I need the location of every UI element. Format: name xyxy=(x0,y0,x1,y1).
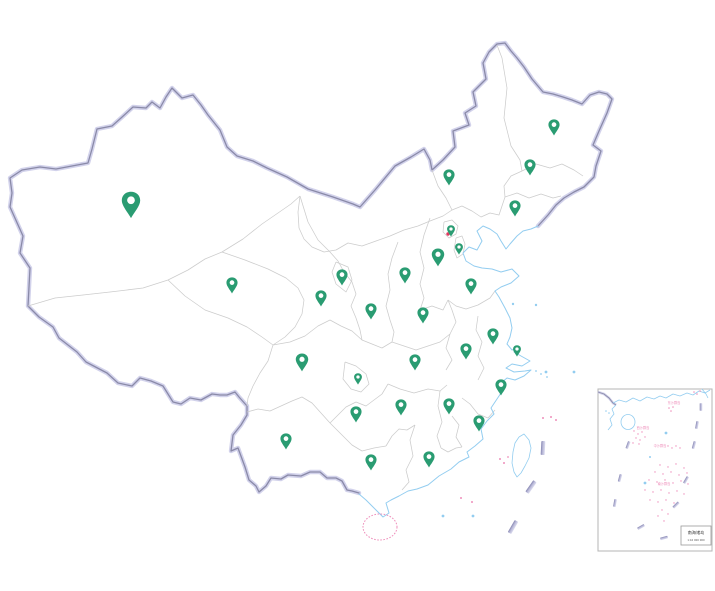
inset-nine-dash-segment xyxy=(695,421,699,429)
location-pin-icon-ningxia[interactable] xyxy=(336,269,348,286)
inset-hainan-outline xyxy=(620,414,636,430)
location-pin-icon-tianjin[interactable] xyxy=(455,243,463,255)
inset-island-label: 中沙群岛 xyxy=(654,443,667,448)
inset-nine-dash-line xyxy=(613,403,703,541)
inset-nine-dash-segment xyxy=(699,403,703,411)
location-pin-icon-heilongjiang[interactable] xyxy=(548,119,560,136)
inset-nine-dash-segment xyxy=(691,441,697,449)
inset-island-label: 东沙群岛 xyxy=(668,400,681,405)
nine-dash-segment xyxy=(508,520,518,534)
location-pin-icon-anhui[interactable] xyxy=(460,343,472,360)
inset-nine-dash-segment xyxy=(660,535,668,541)
hainan-outline xyxy=(362,513,398,541)
location-pins xyxy=(121,119,560,471)
province-borders xyxy=(27,44,584,491)
location-pin-icon-hunan[interactable] xyxy=(395,399,407,416)
location-pin-icon-shaanxi[interactable] xyxy=(365,303,377,320)
inset-nine-dash-segment xyxy=(617,474,623,482)
location-pin-icon-shandong[interactable] xyxy=(465,278,477,295)
inset-island-label: 南沙群岛 xyxy=(658,481,671,486)
nine-dash-line xyxy=(508,440,546,534)
location-pin-icon-shanxi[interactable] xyxy=(399,267,411,284)
nine-dash-segment xyxy=(525,480,537,494)
location-pin-icon-gansu[interactable] xyxy=(315,290,327,307)
location-pin-icon-guangxi[interactable] xyxy=(365,454,377,471)
national-border xyxy=(7,40,615,496)
location-pin-icon-jiangxi[interactable] xyxy=(443,398,455,415)
location-pin-icon-jilin[interactable] xyxy=(524,159,536,176)
location-pin-icon-chongqing[interactable] xyxy=(354,373,362,385)
location-pin-icon-jiangsu[interactable] xyxy=(487,328,499,345)
location-pin-icon-guizhou[interactable] xyxy=(350,406,362,423)
location-pin-icon-hebei[interactable] xyxy=(431,248,445,267)
location-pin-icon-hubei[interactable] xyxy=(409,354,421,371)
coastline xyxy=(358,225,576,541)
location-pin-icon-qinghai[interactable] xyxy=(226,277,238,294)
inset-island-label: 西沙群岛 xyxy=(637,425,650,430)
inset-nine-dash-segment xyxy=(613,499,617,507)
inset-nine-dash-segment xyxy=(625,441,631,449)
inset-frame xyxy=(597,388,713,552)
inset-label-box xyxy=(680,525,712,546)
location-pin-icon-fujian[interactable] xyxy=(473,415,485,432)
inset-scale: 1:16 000 000 xyxy=(687,538,705,542)
inset-title: 南海诸岛 xyxy=(688,529,705,536)
nine-dash-segment xyxy=(540,440,546,456)
inset-nine-dash-segment xyxy=(637,524,645,530)
inset-nine-dash-segment xyxy=(683,476,689,484)
location-pin-icon-xinjiang[interactable] xyxy=(121,191,141,219)
location-pin-icon-henan[interactable] xyxy=(417,307,429,324)
location-pin-icon-liaoning[interactable] xyxy=(509,200,521,217)
location-pin-icon-sichuan[interactable] xyxy=(295,353,309,372)
inset-nine-dash-segment xyxy=(672,501,680,509)
taiwan-outline xyxy=(511,433,532,478)
location-pin-icon-guangdong[interactable] xyxy=(423,451,435,468)
location-pin-icon-yunnan[interactable] xyxy=(280,433,292,450)
location-pin-icon-inner-mongolia[interactable] xyxy=(443,169,455,186)
location-pin-icon-zhejiang[interactable] xyxy=(495,379,507,396)
